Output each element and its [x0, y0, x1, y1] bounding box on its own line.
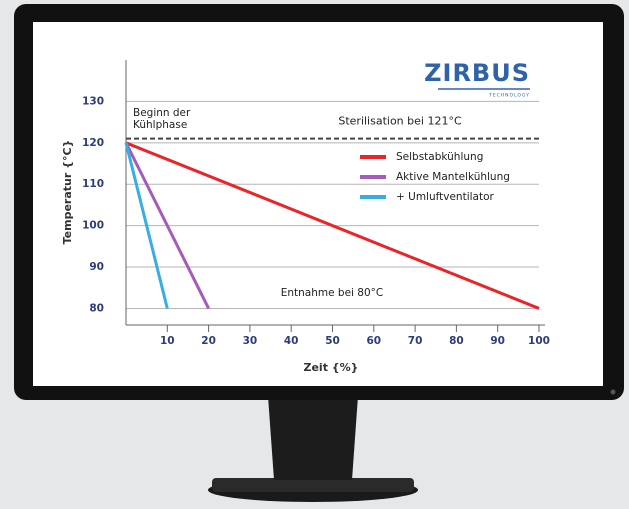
x-tick-label: 50 — [325, 335, 340, 347]
monitor-screenshot: ZIRBUS TECHNOLOGY Temperatur {°C} Zeit {… — [0, 0, 629, 505]
y-tick-label: 90 — [89, 261, 104, 273]
reference-label: Sterilisation bei 121°C — [338, 115, 462, 128]
x-tick-label: 10 — [160, 335, 175, 347]
logo-tagline: TECHNOLOGY — [488, 93, 530, 99]
y-tick-label: 100 — [82, 220, 104, 232]
x-tick-label: 20 — [201, 335, 216, 347]
annotation: Beginn der — [133, 107, 191, 119]
power-led — [611, 390, 616, 395]
x-tick-label: 100 — [528, 335, 550, 347]
logo-name: ZIRBUS — [424, 59, 530, 87]
x-tick-label: 70 — [408, 335, 423, 347]
y-tick-label: 130 — [82, 95, 104, 107]
x-tick-label: 90 — [490, 335, 505, 347]
legend-label: + Umluftventilator — [396, 191, 495, 203]
y-tick-label: 110 — [82, 178, 104, 190]
x-tick-label: 60 — [366, 335, 381, 347]
monitor-base-top — [212, 478, 414, 492]
annotation: Entnahme bei 80°C — [281, 287, 384, 299]
y-tick-label: 80 — [89, 302, 104, 314]
legend-label: Aktive Mantelkühlung — [396, 171, 510, 183]
annotation: Kühlphase — [133, 119, 187, 131]
y-tick-label: 120 — [82, 137, 104, 149]
x-axis-title: Zeit {%} — [304, 361, 359, 374]
legend-label: Selbstabkühlung — [396, 151, 483, 163]
x-tick-label: 30 — [243, 335, 258, 347]
y-axis-title: Temperatur {°C} — [61, 140, 74, 245]
x-tick-label: 40 — [284, 335, 299, 347]
x-tick-label: 80 — [449, 335, 464, 347]
monitor-neck — [268, 396, 358, 480]
